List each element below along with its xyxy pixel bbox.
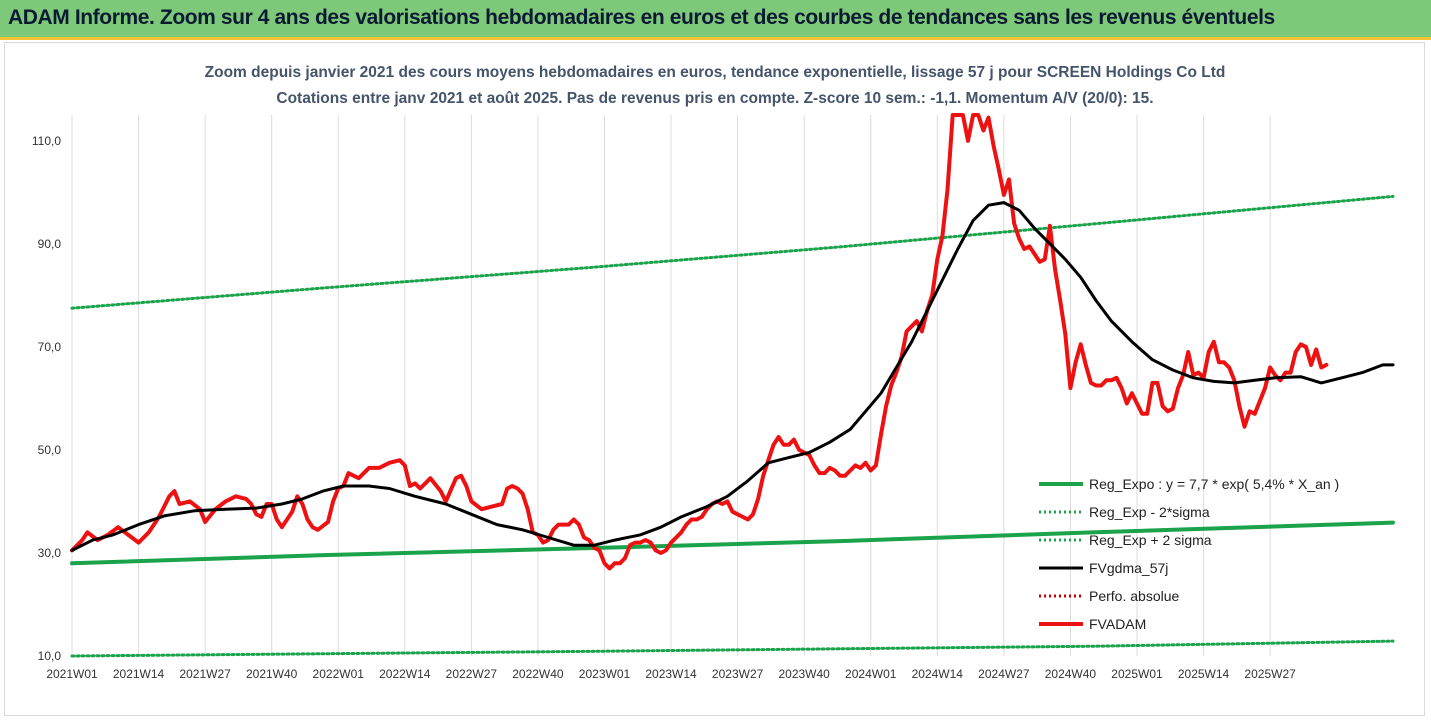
y-tick-label: 10,0: [38, 649, 62, 663]
series-line-1: [70, 639, 1395, 658]
x-tick-label: 2023W27: [712, 667, 764, 681]
y-tick-label: 30,0: [38, 546, 62, 560]
report-title: ADAM Informe. Zoom sur 4 ans des valoris…: [8, 6, 1275, 29]
x-tick-label: 2022W14: [379, 667, 431, 681]
legend-entry: Reg_Exp - 2*sigma: [1089, 504, 1210, 520]
x-tick-label: 2021W01: [46, 667, 98, 681]
legend-entry: FVgdma_57j: [1089, 560, 1168, 576]
x-tick-label: 2023W14: [645, 667, 697, 681]
x-tick-label: 2025W01: [1111, 667, 1163, 681]
series-line-2: [70, 194, 1395, 310]
legend: Reg_Expo : y = 7,7 * exp( 5,4% * X_an ) R…: [1039, 476, 1339, 632]
y-tick-label: 70,0: [38, 340, 62, 354]
chart-area: Zoom depuis janvier 2021 des cours moyen…: [4, 42, 1425, 716]
y-tick-label: 110,0: [32, 134, 61, 148]
x-tick-label: 2022W40: [512, 667, 564, 681]
x-tick-label: 2021W40: [246, 667, 298, 681]
gridlines: [71, 115, 1271, 656]
x-tick-label: 2021W27: [179, 667, 231, 681]
chart-title: Zoom depuis janvier 2021 des cours moyen…: [205, 64, 1226, 81]
series-line-5: [70, 113, 1329, 571]
legend-entry: Reg_Exp + 2 sigma: [1089, 532, 1212, 548]
x-tick-label: 2024W14: [912, 667, 964, 681]
report-banner: ADAM Informe. Zoom sur 4 ans des valoris…: [0, 0, 1431, 40]
x-tick-label: 2024W27: [978, 667, 1030, 681]
y-tick-label: 90,0: [38, 237, 62, 251]
series-line-0: [70, 520, 1395, 566]
x-tick-label: 2024W40: [1045, 667, 1097, 681]
legend-entry: Perfo. absolue: [1089, 588, 1179, 604]
y-tick-label: 50,0: [38, 443, 62, 457]
x-tick-label: 2021W14: [113, 667, 165, 681]
axes: 2021W01 2021W14 2021W27 2021W40 2022W01 2022W…: [32, 134, 1296, 681]
x-tick-label: 2025W27: [1244, 667, 1296, 681]
legend-entry: Reg_Expo : y = 7,7 * exp( 5,4% * X_an ): [1089, 476, 1339, 492]
x-tick-label: 2024W01: [845, 667, 897, 681]
x-tick-label: 2023W01: [579, 667, 631, 681]
chart-subtitle: Cotations entre janv 2021 et août 2025. …: [276, 90, 1153, 107]
x-tick-label: 2022W01: [313, 667, 365, 681]
series-lines: [70, 113, 1395, 658]
legend-entry: FVADAM: [1089, 616, 1146, 632]
x-tick-label: 2025W14: [1178, 667, 1230, 681]
price-chart: Zoom depuis janvier 2021 des cours moyen…: [32, 64, 1395, 681]
x-tick-label: 2023W40: [778, 667, 830, 681]
series-line-3: [70, 201, 1395, 552]
x-tick-label: 2022W27: [446, 667, 498, 681]
